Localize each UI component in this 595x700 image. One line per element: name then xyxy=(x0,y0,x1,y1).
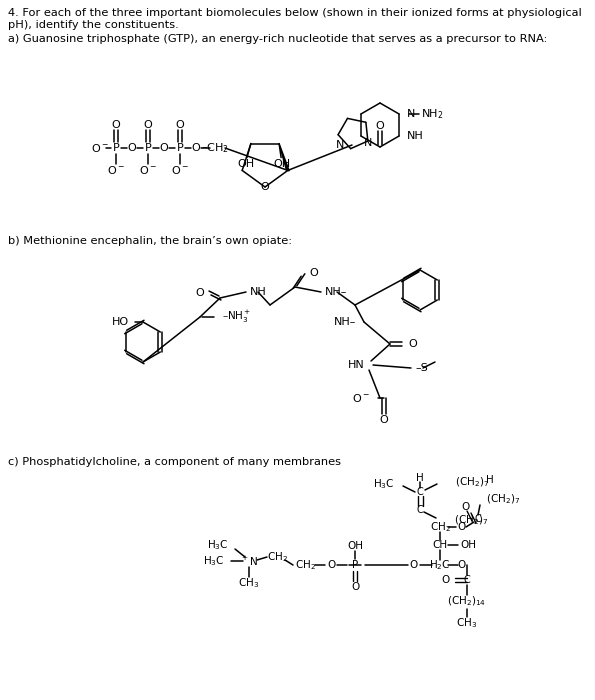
Text: O: O xyxy=(195,288,204,298)
Text: b) Methionine encephalin, the brain’s own opiate:: b) Methionine encephalin, the brain’s ow… xyxy=(8,236,292,246)
Text: O: O xyxy=(176,120,184,130)
Text: N: N xyxy=(407,109,415,119)
Text: O: O xyxy=(351,582,359,592)
Text: O: O xyxy=(441,575,450,585)
Text: H$_3$C: H$_3$C xyxy=(374,477,395,491)
Text: (CH$_2$)$_7$: (CH$_2$)$_7$ xyxy=(454,513,488,527)
Text: CH$_2$: CH$_2$ xyxy=(267,550,287,564)
Text: OH: OH xyxy=(347,541,363,551)
Text: O$^-$: O$^-$ xyxy=(171,164,189,176)
Text: O: O xyxy=(309,268,318,278)
Text: O: O xyxy=(261,182,270,192)
Text: O: O xyxy=(143,120,152,130)
Text: P: P xyxy=(145,143,151,153)
Text: O: O xyxy=(192,143,201,153)
Text: HO: HO xyxy=(112,317,129,327)
Text: CH$_3$: CH$_3$ xyxy=(239,576,259,590)
Polygon shape xyxy=(279,144,289,171)
Text: OH: OH xyxy=(460,540,476,550)
Text: P: P xyxy=(112,143,120,153)
Text: (CH$_2$)$_{14}$: (CH$_2$)$_{14}$ xyxy=(447,594,487,608)
Text: HN: HN xyxy=(348,360,365,370)
Text: NH$_2$: NH$_2$ xyxy=(421,107,444,121)
Text: CH: CH xyxy=(433,540,447,550)
Text: O: O xyxy=(410,560,418,570)
Text: N: N xyxy=(336,140,344,150)
Text: –S: –S xyxy=(415,363,428,373)
Text: O: O xyxy=(408,339,416,349)
Text: –CH$_2$: –CH$_2$ xyxy=(201,141,229,155)
Text: H$_3$C: H$_3$C xyxy=(208,538,229,552)
Text: O: O xyxy=(112,120,120,130)
Text: (CH$_2$)$_7$: (CH$_2$)$_7$ xyxy=(486,492,520,506)
Text: H$_2$C: H$_2$C xyxy=(429,558,451,572)
Text: –NH$_3^+$: –NH$_3^+$ xyxy=(222,309,251,325)
Text: CH$_3$: CH$_3$ xyxy=(456,616,478,630)
Text: C: C xyxy=(416,505,424,515)
Text: O: O xyxy=(327,560,335,570)
Text: O$^-$: O$^-$ xyxy=(352,392,370,404)
Text: O$^-$: O$^-$ xyxy=(91,142,109,154)
Text: H$_3$C: H$_3$C xyxy=(203,554,225,568)
Text: C: C xyxy=(475,514,481,524)
Text: O$^-$: O$^-$ xyxy=(139,164,157,176)
Text: H: H xyxy=(486,475,494,485)
Text: (CH$_2$)$_7$: (CH$_2$)$_7$ xyxy=(455,475,489,489)
Text: O: O xyxy=(375,121,384,131)
Text: NH–: NH– xyxy=(334,317,356,327)
Text: C: C xyxy=(464,575,471,585)
Text: O: O xyxy=(159,143,168,153)
Text: P: P xyxy=(177,143,183,153)
Text: P: P xyxy=(352,560,358,570)
Text: NH–: NH– xyxy=(325,287,347,297)
Text: O: O xyxy=(462,502,470,512)
Text: OH: OH xyxy=(237,159,255,169)
Text: NH: NH xyxy=(250,287,267,297)
Text: 4. For each of the three important biomolecules below (shown in their ionized fo: 4. For each of the three important biomo… xyxy=(8,8,582,18)
Text: CH$_2$: CH$_2$ xyxy=(295,558,315,572)
Text: C: C xyxy=(416,487,424,497)
Text: N: N xyxy=(364,138,372,148)
Text: a) Guanosine triphosphate (GTP), an energy-rich nucleotide that serves as a prec: a) Guanosine triphosphate (GTP), an ener… xyxy=(8,34,547,44)
Text: O: O xyxy=(127,143,136,153)
Text: O$^-$: O$^-$ xyxy=(107,164,125,176)
Text: c) Phosphatidylcholine, a component of many membranes: c) Phosphatidylcholine, a component of m… xyxy=(8,457,341,467)
Text: O: O xyxy=(458,560,466,570)
Text: pH), identify the constituents.: pH), identify the constituents. xyxy=(8,20,178,30)
Text: CH$_2$: CH$_2$ xyxy=(430,520,450,534)
Text: OH: OH xyxy=(274,159,291,169)
Text: O: O xyxy=(457,522,465,532)
Text: $^+$N: $^+$N xyxy=(240,554,258,568)
Text: NH: NH xyxy=(407,131,424,141)
Text: O: O xyxy=(380,415,389,425)
Text: H: H xyxy=(416,473,424,483)
